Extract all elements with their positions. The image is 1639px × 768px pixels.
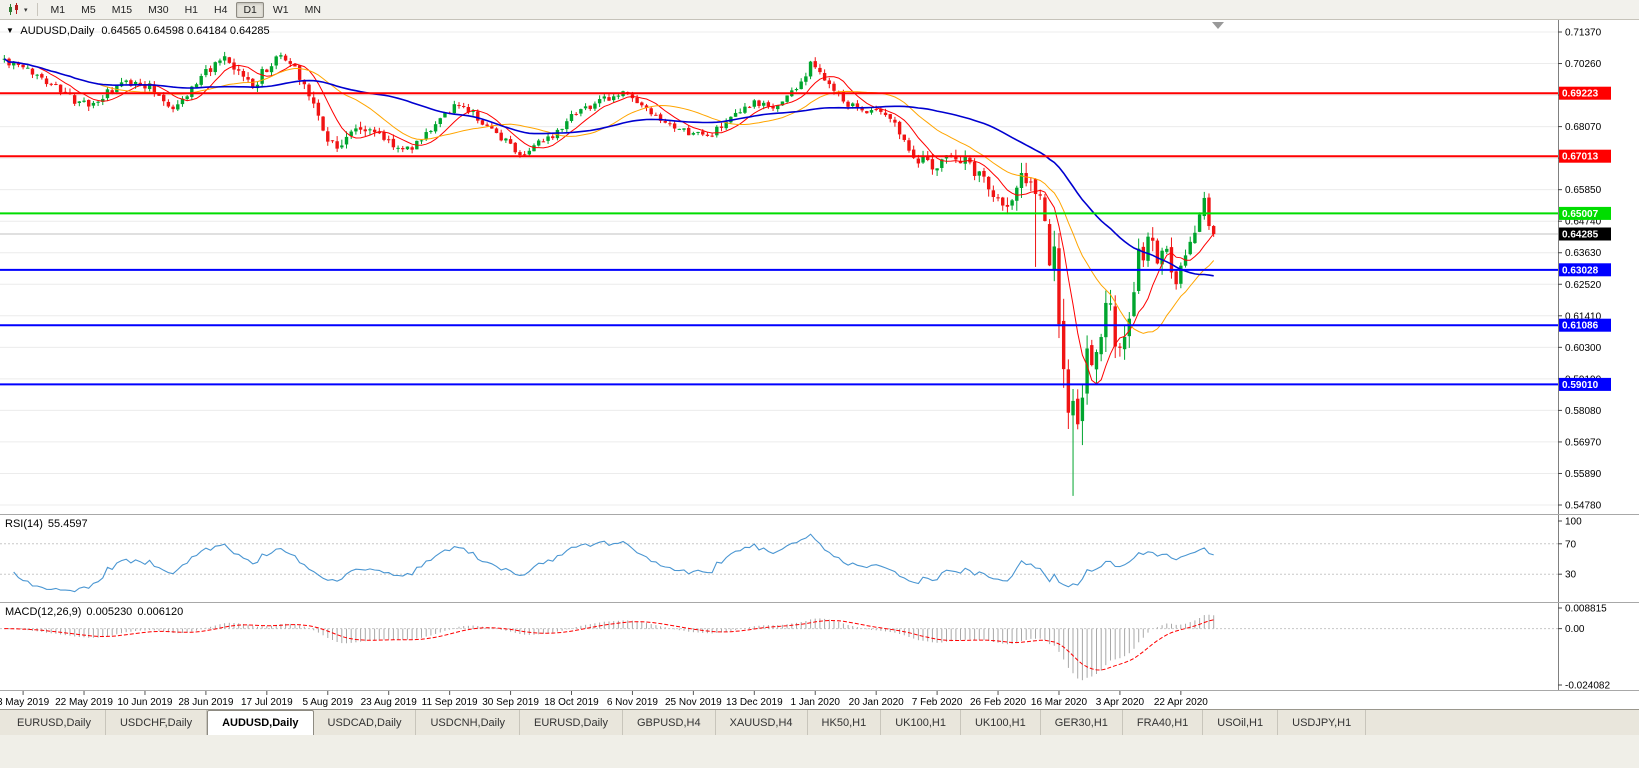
chart-tab-uk100-h1[interactable]: UK100,H1 — [961, 710, 1041, 735]
chart-tab-usdchf-daily[interactable]: USDCHF,Daily — [106, 710, 208, 735]
chart-tab-fra40-h1[interactable]: FRA40,H1 — [1123, 710, 1204, 735]
timeframe-button-w1[interactable]: W1 — [272, 3, 289, 16]
svg-text:0.61410: 0.61410 — [1565, 311, 1602, 322]
svg-text:3 May 2019: 3 May 2019 — [0, 697, 50, 708]
svg-text:0.00: 0.00 — [1565, 624, 1585, 635]
chart-title-ohlc: 0.64565 0.64598 0.64184 0.64285 — [101, 25, 270, 37]
price-chart-canvas[interactable]: 0.713700.702600.691500.680700.669600.658… — [0, 20, 1639, 514]
toolbar: ▾ M1 M5 M15 M30 H1 H4 D1 W1 MN — [0, 0, 1639, 20]
macd-label: MACD(12,26,9) 0.005230 0.006120 — [5, 606, 188, 618]
svg-text:0.61086: 0.61086 — [1562, 321, 1599, 332]
rsi-panel[interactable]: 100 70 30 RSI(14) 55.4597 — [0, 515, 1639, 603]
timeframe-button-h1[interactable]: H1 — [184, 3, 199, 16]
chart-tab-gbpusd-h4[interactable]: GBPUSD,H4 — [623, 710, 716, 735]
chart-tabs: EURUSD,Daily USDCHF,Daily AUDUSD,Daily USDC… — [0, 709, 1639, 735]
svg-text:0.55890: 0.55890 — [1565, 469, 1602, 480]
svg-text:0.008815: 0.008815 — [1565, 604, 1607, 615]
svg-text:17 Jul 2019: 17 Jul 2019 — [241, 697, 293, 708]
timeframe-buttons: M1 M5 M15 M30 H1 H4 D1 W1 MN — [44, 1, 330, 18]
timeframe-button-m5[interactable]: M5 — [81, 3, 96, 16]
candlestick-chart-icon — [9, 3, 18, 15]
svg-text:0.69223: 0.69223 — [1562, 89, 1599, 100]
rsi-canvas[interactable]: 100 70 30 — [0, 515, 1639, 602]
time-axis[interactable]: 3 May 2019 22 May 2019 10 Jun 2019 28 Jun 2… — [0, 691, 1639, 709]
svg-text:0.58080: 0.58080 — [1565, 406, 1602, 417]
svg-text:0.71370: 0.71370 — [1565, 28, 1602, 39]
macd-canvas[interactable]: 0.008815 0.00 -0.024082 — [0, 603, 1639, 690]
svg-text:0.54780: 0.54780 — [1565, 501, 1602, 512]
svg-text:11 Sep 2019: 11 Sep 2019 — [422, 697, 478, 708]
svg-text:0.63028: 0.63028 — [1562, 265, 1599, 276]
svg-text:0.56970: 0.56970 — [1565, 437, 1602, 448]
svg-text:6 Nov 2019: 6 Nov 2019 — [607, 697, 659, 708]
chart-tab-hk50-h1[interactable]: HK50,H1 — [808, 710, 882, 735]
svg-text:0.59010: 0.59010 — [1562, 380, 1599, 391]
svg-text:7 Feb 2020: 7 Feb 2020 — [912, 697, 963, 708]
macd-name: MACD(12,26,9) — [5, 606, 82, 618]
svg-text:0.64285: 0.64285 — [1562, 230, 1599, 241]
macd-value-main: 0.005230 — [86, 606, 133, 618]
chart-tab-usoil-h1[interactable]: USOil,H1 — [1203, 710, 1279, 735]
chart-tab-xauusd-h4[interactable]: XAUUSD,H4 — [716, 710, 808, 735]
svg-text:3 Apr 2020: 3 Apr 2020 — [1096, 697, 1145, 708]
chart-title: ▼ AUDUSD,Daily 0.64565 0.64598 0.64184 0… — [6, 25, 274, 37]
svg-text:0.70260: 0.70260 — [1565, 59, 1602, 70]
svg-text:0.62520: 0.62520 — [1565, 280, 1602, 291]
chart-title-symbol: AUDUSD,Daily — [20, 25, 95, 37]
chart-tab-usdjpy-h1[interactable]: USDJPY,H1 — [1278, 710, 1367, 735]
svg-text:-0.024082: -0.024082 — [1565, 681, 1610, 691]
svg-text:0.60300: 0.60300 — [1565, 343, 1602, 354]
svg-text:25 Nov 2019: 25 Nov 2019 — [665, 697, 722, 708]
status-bar — [0, 735, 1639, 768]
svg-text:70: 70 — [1565, 539, 1577, 550]
chart-tab-uk100-h1[interactable]: UK100,H1 — [881, 710, 961, 735]
svg-text:16 Mar 2020: 16 Mar 2020 — [1031, 697, 1088, 708]
svg-text:22 Apr 2020: 22 Apr 2020 — [1154, 697, 1208, 708]
svg-text:26 Feb 2020: 26 Feb 2020 — [970, 697, 1027, 708]
svg-text:0.65007: 0.65007 — [1562, 209, 1599, 220]
chart-tab-audusd-daily[interactable]: AUDUSD,Daily — [207, 710, 314, 735]
timeframe-button-m1[interactable]: M1 — [50, 3, 66, 16]
rsi-name: RSI(14) — [5, 518, 43, 530]
timeframe-button-d1[interactable]: D1 — [236, 1, 264, 18]
chart-tab-usdcad-daily[interactable]: USDCAD,Daily — [314, 710, 417, 735]
svg-text:28 Jun 2019: 28 Jun 2019 — [178, 697, 233, 708]
svg-text:0.63630: 0.63630 — [1565, 248, 1602, 259]
chart-tab-eurusd-daily[interactable]: EURUSD,Daily — [3, 710, 106, 735]
svg-text:0.68070: 0.68070 — [1565, 122, 1602, 133]
svg-text:0.65850: 0.65850 — [1565, 185, 1602, 196]
svg-text:22 May 2019: 22 May 2019 — [55, 697, 113, 708]
svg-text:10 Jun 2019: 10 Jun 2019 — [117, 697, 172, 708]
price-chart-panel[interactable]: 0.713700.702600.691500.680700.669600.658… — [0, 20, 1639, 515]
svg-text:30 Sep 2019: 30 Sep 2019 — [482, 697, 539, 708]
svg-text:1 Jan 2020: 1 Jan 2020 — [790, 697, 840, 708]
chart-tab-eurusd-daily[interactable]: EURUSD,Daily — [520, 710, 623, 735]
macd-panel[interactable]: 0.008815 0.00 -0.024082 MACD(12,26,9) 0.005… — [0, 603, 1639, 691]
timeframe-button-m30[interactable]: M30 — [148, 3, 169, 16]
svg-text:5 Aug 2019: 5 Aug 2019 — [302, 697, 353, 708]
svg-text:30: 30 — [1565, 570, 1577, 581]
svg-text:13 Dec 2019: 13 Dec 2019 — [726, 697, 783, 708]
timeframe-button-h4[interactable]: H4 — [214, 3, 228, 16]
caret-down-icon: ▾ — [24, 6, 28, 14]
dropdown-marker-icon[interactable]: ▼ — [6, 26, 14, 35]
svg-text:0.64740: 0.64740 — [1565, 217, 1602, 228]
timeframe-button-m15[interactable]: M15 — [111, 3, 133, 16]
svg-text:20 Jan 2020: 20 Jan 2020 — [849, 697, 904, 708]
svg-text:100: 100 — [1565, 517, 1582, 528]
chart-tab-usdcnh-daily[interactable]: USDCNH,Daily — [416, 710, 521, 735]
time-axis-canvas[interactable]: 3 May 2019 22 May 2019 10 Jun 2019 28 Jun 2… — [0, 691, 1639, 709]
timeframe-button-mn[interactable]: MN — [304, 3, 321, 16]
svg-text:0.67013: 0.67013 — [1562, 152, 1599, 163]
toolbar-separator — [36, 3, 38, 16]
macd-value-signal: 0.006120 — [137, 606, 184, 618]
chart-symbol-button[interactable]: ▾ — [4, 2, 31, 18]
chart-tab-ger30-h1[interactable]: GER30,H1 — [1041, 710, 1123, 735]
rsi-label: RSI(14) 55.4597 — [5, 518, 93, 530]
svg-text:23 Aug 2019: 23 Aug 2019 — [361, 697, 418, 708]
svg-text:18 Oct 2019: 18 Oct 2019 — [544, 697, 599, 708]
rsi-value: 55.4597 — [47, 518, 88, 530]
